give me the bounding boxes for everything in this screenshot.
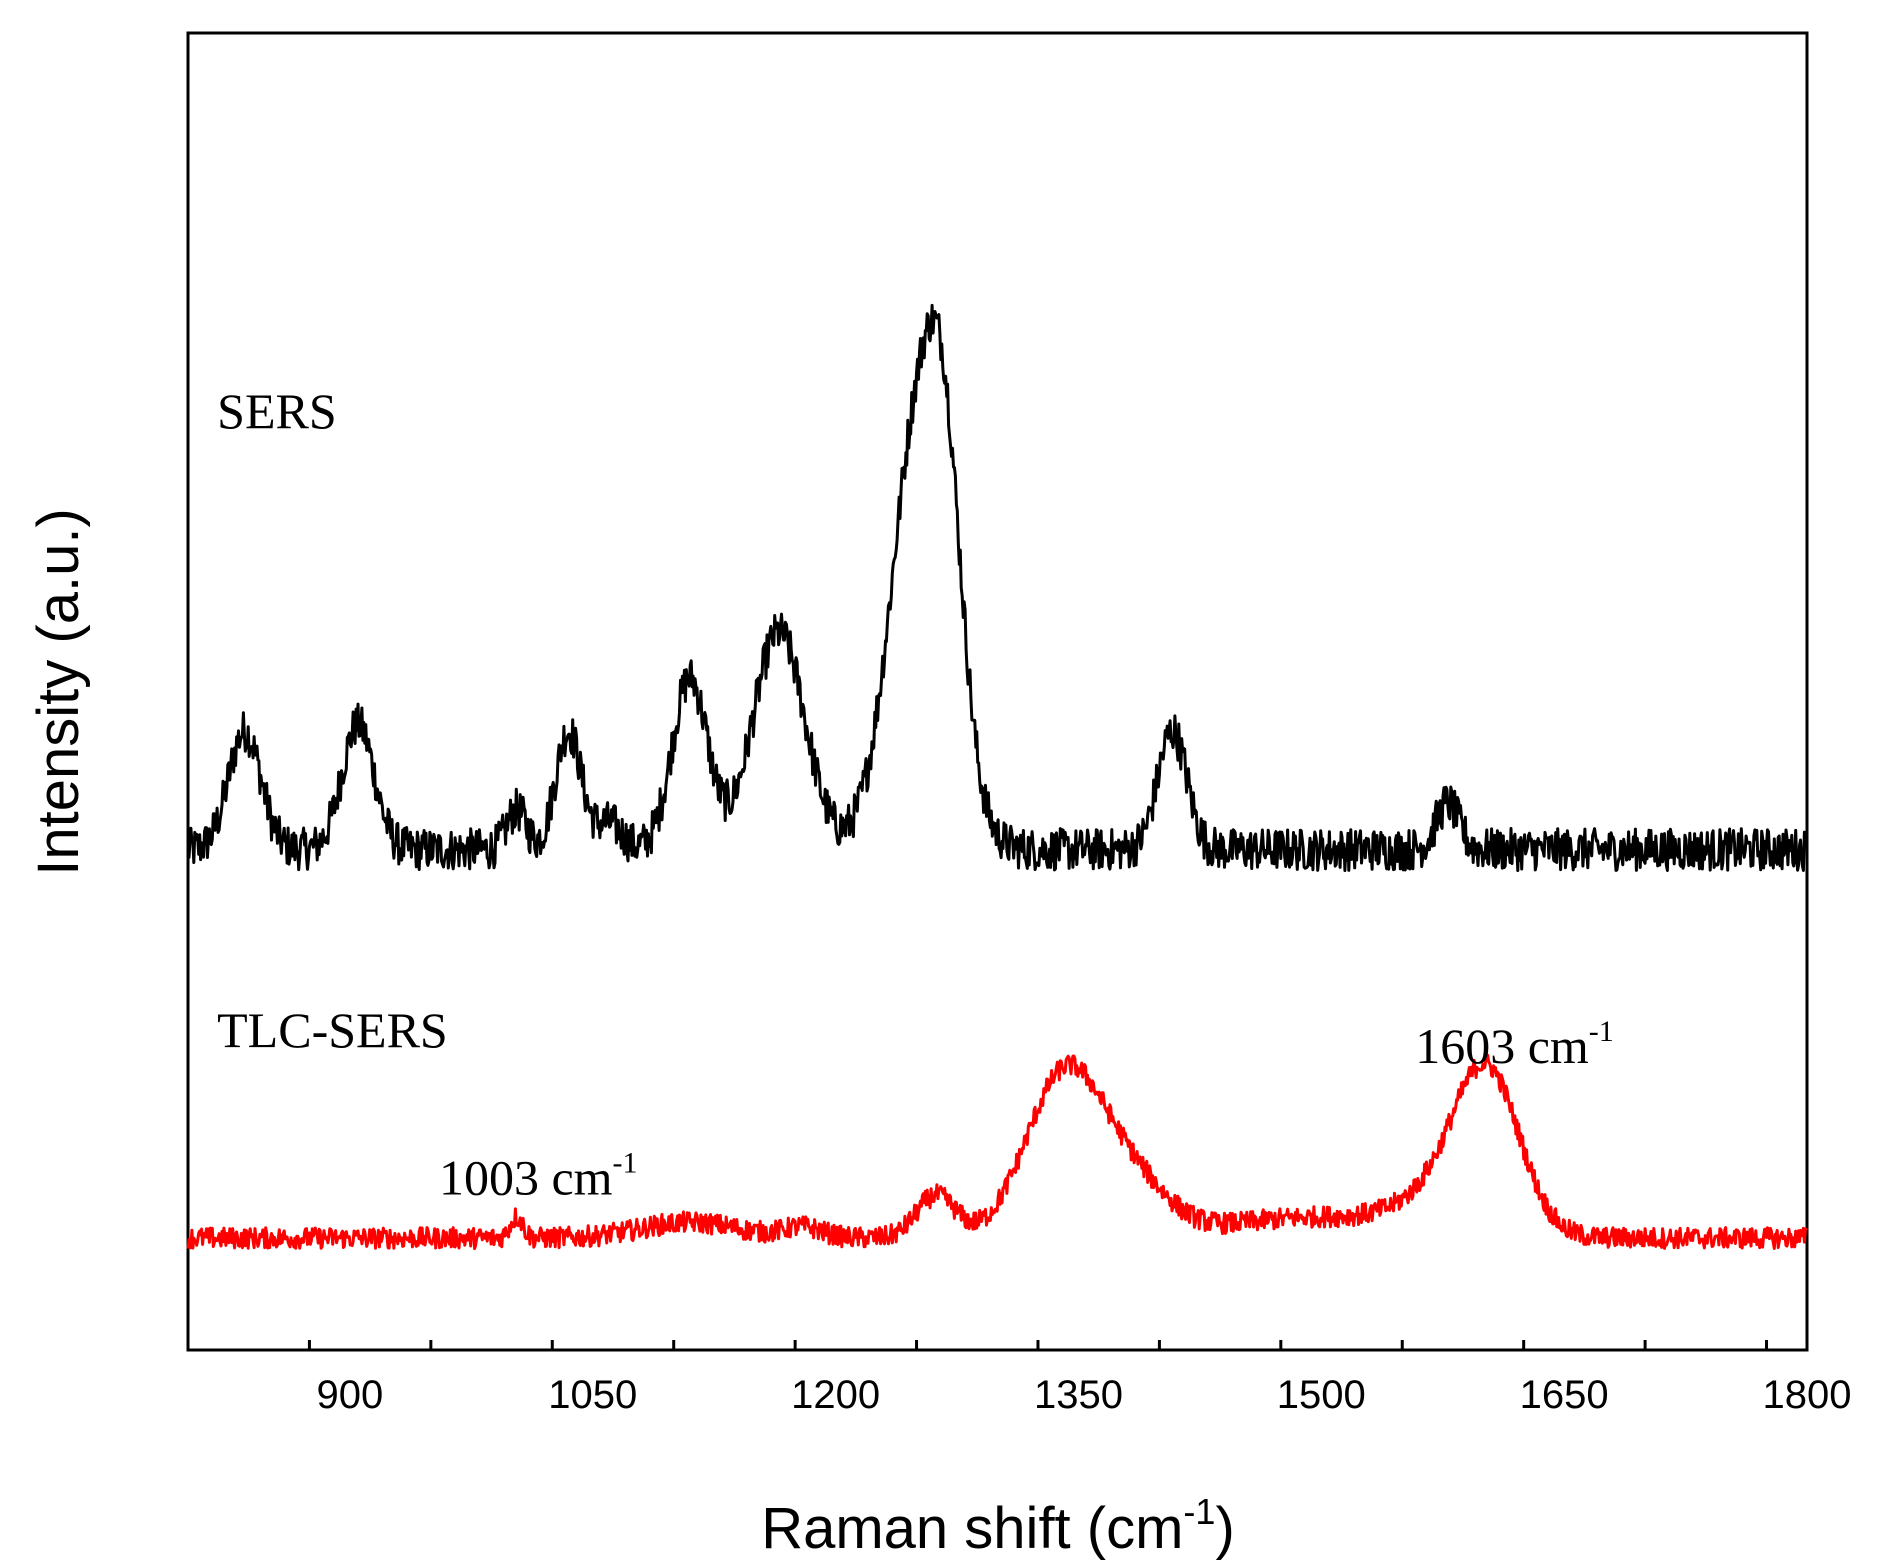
label-sers: SERS [217,383,337,439]
x-tick-label: 1650 [1520,1373,1609,1417]
x-tick-label: 1050 [548,1373,637,1417]
x-axis-ticks [307,1340,1769,1350]
x-tick-label: 1200 [791,1373,880,1417]
x-axis-label-sup: -1 [1183,1491,1215,1532]
x-tick-label: 1800 [1763,1373,1852,1417]
label-1603: 1603 cm-1 [1415,1015,1614,1074]
label-sers-text: SERS [217,383,337,439]
label-tlc-sers: TLC-SERS [217,1002,448,1058]
label-1003-text: 1003 cm [439,1150,613,1206]
label-1603-sup: -1 [1589,1015,1614,1048]
x-axis-tick-labels: 900 1050 1200 1350 1500 1650 1800 [317,1373,1852,1417]
x-axis-label-main: Raman shift (cm [761,1496,1183,1561]
x-axis-label-end: ) [1215,1496,1234,1561]
y-axis-label: Intensity (a.u.) [26,508,91,875]
x-axis-label: Raman shift (cm-1) [761,1491,1235,1561]
series-line-tlc-sers [186,1053,1808,1251]
label-tlc-sers-text: TLC-SERS [217,1002,448,1058]
x-tick-label: 1500 [1277,1373,1366,1417]
x-tick-label: 1350 [1034,1373,1123,1417]
x-tick-label: 900 [317,1373,384,1417]
label-1603-text: 1603 cm [1415,1018,1589,1074]
label-1003: 1003 cm-1 [439,1147,638,1206]
label-1003-sup: -1 [613,1147,638,1180]
plot-frame [186,31,1809,1352]
series-line-sers [186,303,1808,872]
series-layer [186,303,1808,1251]
